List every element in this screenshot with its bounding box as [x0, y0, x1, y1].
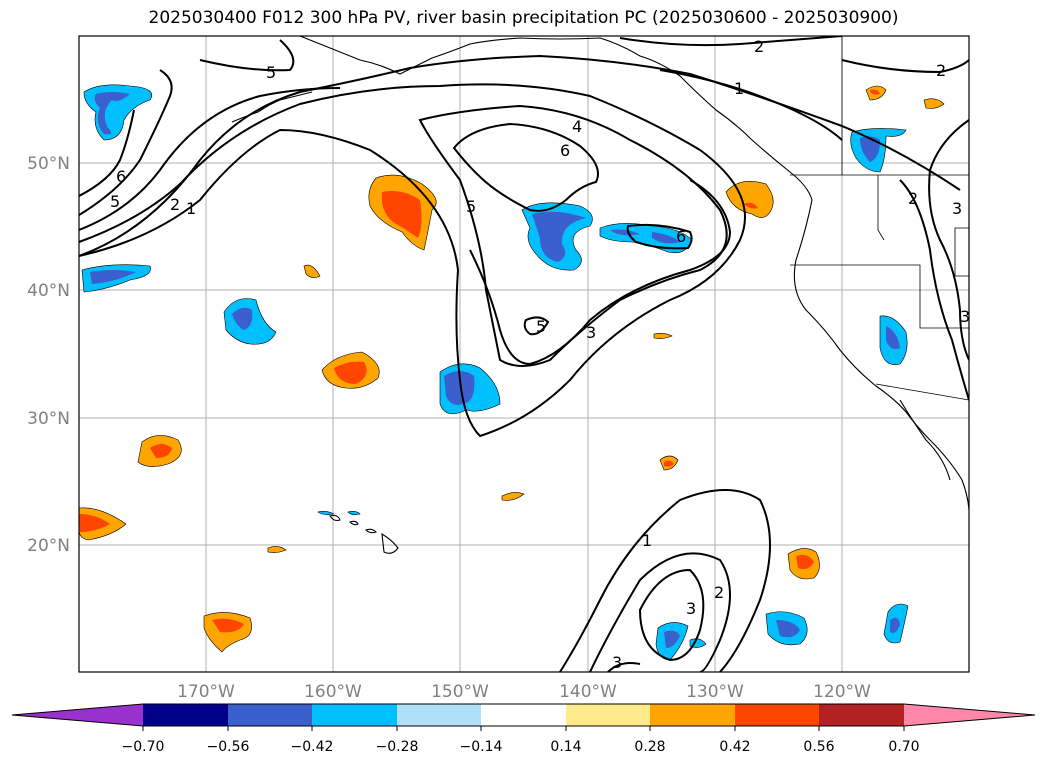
colorbar-segment [312, 704, 397, 726]
contour-label: 5 [110, 192, 120, 211]
colorbar-segment [650, 704, 735, 726]
lon-label: 170°W [177, 682, 235, 702]
contour-label: 2 [754, 37, 764, 56]
contour-labels: 5 6 5 2 1 4 6 5 6 5 3 2 1 2 2 3 3 1 2 3 … [110, 37, 970, 672]
colorbar-label: 0.14 [550, 739, 581, 755]
longitude-labels: 170°W 160°W 150°W 140°W 130°W 120°W [177, 682, 871, 702]
colorbar-label: −0.28 [376, 739, 419, 755]
contour-label: 2 [714, 583, 724, 602]
contour-label: 6 [676, 227, 686, 246]
colorbar-segment [481, 704, 566, 726]
contour-label: 2 [908, 189, 918, 208]
lon-label: 130°W [686, 682, 744, 702]
lat-label: 50°N [27, 154, 70, 174]
colorbar-extend-low [12, 704, 143, 726]
map-panel [79, 36, 969, 672]
contour-label: 5 [266, 63, 276, 82]
colorbar-label: −0.70 [122, 739, 165, 755]
contour-label: 6 [116, 167, 126, 186]
contour-label: 3 [586, 323, 596, 342]
lat-label: 40°N [27, 281, 70, 301]
contour-label: 2 [170, 195, 180, 214]
gridlines [79, 36, 969, 672]
contour-label: 3 [952, 199, 962, 218]
borders [790, 36, 969, 401]
contour-label: 1 [734, 79, 744, 98]
lon-label: 160°W [304, 682, 362, 702]
colorbar-segment [397, 704, 481, 726]
contour-label: 2 [936, 61, 946, 80]
colorbar-segment [566, 704, 650, 726]
colorbar-segment [735, 704, 819, 726]
colorbar-label: −0.14 [460, 739, 503, 755]
colorbar-segment [819, 704, 904, 726]
positive-precip-regions [79, 85, 945, 653]
map-frame [78, 35, 970, 673]
colorbar-segment [228, 704, 312, 726]
colorbar-extend-high [904, 704, 1035, 726]
colorbar-ticks [142, 726, 905, 731]
lat-label: 30°N [27, 409, 70, 429]
colorbar-label: 0.42 [719, 739, 750, 755]
contour-label: 5 [536, 317, 546, 336]
contour-label: 4 [572, 117, 582, 136]
colorbar: −0.70 −0.56 −0.42 −0.28 −0.14 0.14 0.28 … [11, 703, 1036, 755]
pv-contours [79, 36, 969, 672]
map-title: 2025030400 F012 300 hPa PV, river basin … [148, 8, 899, 28]
contour-label: 3 [960, 307, 970, 326]
latitude-labels: 50°N 40°N 30°N 20°N [27, 154, 70, 556]
contour-label: 1 [186, 199, 196, 218]
colorbar-label: −0.56 [207, 739, 250, 755]
lon-label: 120°W [813, 682, 871, 702]
contour-label: 3 [612, 653, 622, 672]
contour-label: 3 [686, 599, 696, 618]
lon-label: 150°W [431, 682, 489, 702]
contour-label: 1 [642, 531, 652, 550]
colorbar-label: 0.70 [888, 739, 919, 755]
contour-label: 6 [560, 141, 570, 160]
colorbar-label: −0.42 [291, 739, 334, 755]
colorbar-label: 0.28 [634, 739, 665, 755]
lat-label: 20°N [27, 536, 70, 556]
lon-label: 140°W [559, 682, 617, 702]
colorbar-segment [143, 704, 228, 726]
colorbar-label: 0.56 [803, 739, 834, 755]
contour-label: 5 [466, 197, 476, 216]
negative-precip-regions [81, 84, 909, 661]
